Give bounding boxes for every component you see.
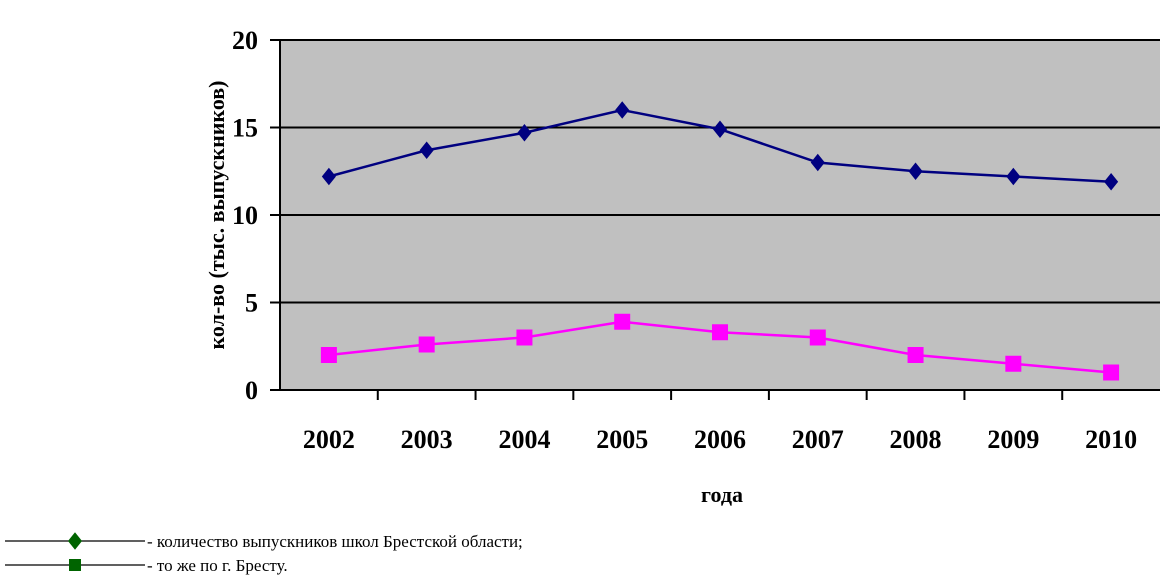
x-tick-label-2008: 2008 bbox=[890, 425, 942, 454]
series-2 bbox=[320, 313, 1120, 381]
series-2-point-2009 bbox=[1005, 355, 1022, 372]
x-tick-label-2005: 2005 bbox=[596, 425, 648, 454]
series-1-point-2005 bbox=[615, 101, 630, 119]
series-1-point-2003 bbox=[419, 141, 434, 160]
series-2-point-2008 bbox=[907, 347, 924, 363]
series-2-point-2010 bbox=[1103, 364, 1120, 381]
legend-marker-1 bbox=[67, 532, 83, 550]
series-2-point-2005 bbox=[614, 313, 631, 330]
legend: - количество выпускников школ Брестской … bbox=[5, 532, 523, 575]
series-1-point-2004 bbox=[517, 123, 532, 142]
legend-label-2: - то же по г. Бресту. bbox=[147, 556, 288, 575]
x-axis-title: года bbox=[701, 482, 743, 507]
y-tick-label-0: 0 bbox=[245, 376, 258, 405]
series-1-point-2010 bbox=[1104, 172, 1119, 191]
x-tick-label-2007: 2007 bbox=[792, 425, 844, 454]
series-1-point-2009 bbox=[1006, 167, 1021, 186]
series-layer bbox=[320, 101, 1120, 381]
series-2-point-2002 bbox=[320, 347, 337, 363]
y-tick-label-20: 20 bbox=[232, 26, 258, 55]
series-2-point-2006 bbox=[712, 324, 728, 341]
x-tick-label-2006: 2006 bbox=[694, 425, 746, 454]
series-1-point-2002 bbox=[321, 167, 336, 186]
x-tick-label-2009: 2009 bbox=[987, 425, 1039, 454]
x-tick-label-2004: 2004 bbox=[498, 425, 550, 454]
y-tick-label-10: 10 bbox=[232, 201, 258, 230]
series-1 bbox=[321, 101, 1119, 191]
series-1-point-2008 bbox=[908, 162, 923, 181]
y-tick-labels: 0 5 10 15 20 bbox=[232, 26, 258, 405]
y-tick-label-5: 5 bbox=[245, 289, 258, 318]
y-tick-label-15: 15 bbox=[232, 114, 258, 143]
x-tick-labels: 2002 2003 2004 2005 2006 2007 2008 2009 2010 bbox=[303, 425, 1137, 454]
series-2-point-2004 bbox=[516, 329, 533, 346]
legend-marker-2 bbox=[69, 559, 81, 571]
series-2-point-2007 bbox=[809, 329, 826, 346]
axes bbox=[270, 39, 1160, 400]
x-tick-label-2003: 2003 bbox=[401, 425, 453, 454]
legend-label-1: - количество выпускников школ Брестской … bbox=[147, 532, 523, 551]
x-tick-label-2002: 2002 bbox=[303, 425, 355, 454]
series-1-point-2007 bbox=[810, 153, 825, 172]
series-2-point-2003 bbox=[418, 336, 435, 353]
series-1-point-2006 bbox=[712, 120, 728, 139]
y-axis-title: кол-во (тыс. выпускников) bbox=[204, 81, 229, 350]
x-tick-label-2010: 2010 bbox=[1085, 425, 1137, 454]
